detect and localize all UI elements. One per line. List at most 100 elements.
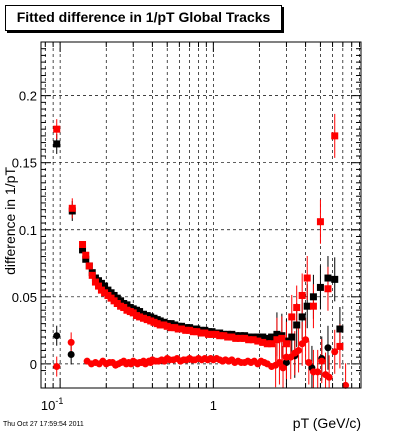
- square-marker: [282, 340, 290, 348]
- circle-marker: [331, 348, 339, 356]
- square-marker: [293, 304, 301, 312]
- square-marker: [85, 262, 93, 270]
- square-marker: [254, 337, 262, 345]
- square-marker: [182, 326, 190, 334]
- square-marker: [212, 330, 220, 338]
- square-marker: [331, 275, 339, 283]
- square-marker: [197, 329, 205, 337]
- square-marker: [273, 330, 281, 338]
- circle-marker: [342, 381, 350, 389]
- circle-marker: [53, 332, 61, 340]
- square-marker: [88, 271, 96, 279]
- timestamp: Thu Oct 27 17:59:54 2011: [3, 421, 84, 428]
- square-marker: [263, 334, 271, 342]
- square-marker: [298, 313, 306, 321]
- circle-marker: [275, 359, 283, 367]
- x-axis-label: pT (GeV/c): [293, 415, 361, 431]
- square-marker: [268, 340, 276, 348]
- square-marker: [249, 336, 257, 344]
- square-marker: [143, 316, 151, 324]
- square-marker: [167, 324, 175, 332]
- square-marker: [53, 125, 61, 133]
- square-marker: [136, 308, 144, 316]
- circle-marker: [67, 350, 75, 358]
- square-marker: [139, 314, 147, 322]
- square-marker: [263, 340, 271, 348]
- square-marker: [288, 333, 296, 341]
- chart-title-box: Fitted difference in 1/pT Global Tracks: [5, 5, 282, 31]
- circle-marker: [325, 373, 333, 381]
- square-marker: [324, 285, 332, 293]
- square-marker: [95, 282, 103, 290]
- square-marker: [224, 333, 232, 341]
- axis-ticks: 0 0.05 0.1 0.15 0.2 10-1 1: [12, 41, 361, 413]
- square-marker: [254, 333, 262, 341]
- data-markers: [53, 125, 350, 389]
- square-marker: [101, 282, 109, 290]
- circle-marker: [314, 368, 322, 376]
- x-tick-label: 1: [210, 398, 217, 413]
- square-marker: [91, 278, 99, 286]
- circle-marker: [279, 364, 287, 372]
- square-marker: [220, 332, 228, 340]
- square-marker: [201, 329, 209, 337]
- square-marker: [303, 302, 311, 310]
- square-marker: [245, 336, 253, 344]
- square-marker: [259, 338, 267, 346]
- y-tick-label: 0.05: [12, 290, 37, 305]
- square-marker: [208, 330, 216, 338]
- x-tick-label: 10-1: [41, 396, 63, 413]
- y-tick-label: 0.1: [19, 223, 37, 238]
- square-marker: [68, 204, 76, 212]
- square-marker: [136, 313, 144, 321]
- square-marker: [163, 322, 171, 330]
- square-marker: [309, 293, 317, 301]
- circle-marker: [324, 344, 332, 352]
- square-marker: [316, 218, 324, 226]
- circle-marker: [302, 336, 310, 344]
- square-marker: [316, 283, 324, 291]
- y-tick-label: 0.2: [19, 89, 37, 104]
- y-tick-label: 0: [30, 357, 37, 372]
- square-marker: [232, 334, 240, 342]
- square-marker: [273, 336, 281, 344]
- circle-marker: [67, 338, 75, 346]
- square-marker: [336, 325, 344, 333]
- square-marker: [268, 333, 276, 341]
- circle-marker: [318, 357, 326, 365]
- circle-marker: [305, 359, 313, 367]
- y-tick-label: 0.15: [12, 156, 37, 171]
- square-marker: [293, 321, 301, 329]
- square-marker: [139, 310, 147, 318]
- square-marker: [336, 342, 344, 350]
- square-marker: [178, 325, 186, 333]
- circle-marker: [295, 346, 303, 354]
- square-marker: [288, 313, 296, 321]
- square-marker: [303, 274, 311, 282]
- square-marker: [53, 140, 61, 148]
- chart-title: Fitted difference in 1/pT Global Tracks: [16, 9, 271, 25]
- square-marker: [143, 312, 151, 320]
- square-marker: [79, 246, 87, 254]
- square-marker: [331, 132, 339, 140]
- square-marker: [82, 255, 90, 263]
- square-marker: [259, 333, 267, 341]
- square-marker: [309, 302, 317, 310]
- plot-frame: [40, 41, 362, 389]
- square-marker: [298, 291, 306, 299]
- square-marker: [82, 251, 90, 259]
- square-marker: [228, 333, 236, 341]
- square-marker: [167, 320, 175, 328]
- square-marker: [241, 334, 249, 342]
- square-marker: [79, 241, 87, 249]
- square-marker: [278, 334, 286, 342]
- square-marker: [236, 334, 244, 342]
- square-marker: [189, 328, 197, 336]
- square-marker: [324, 274, 332, 282]
- square-marker: [186, 326, 194, 334]
- circle-marker: [53, 363, 61, 371]
- square-marker: [216, 332, 224, 340]
- circle-marker: [282, 359, 290, 367]
- square-marker: [193, 328, 201, 336]
